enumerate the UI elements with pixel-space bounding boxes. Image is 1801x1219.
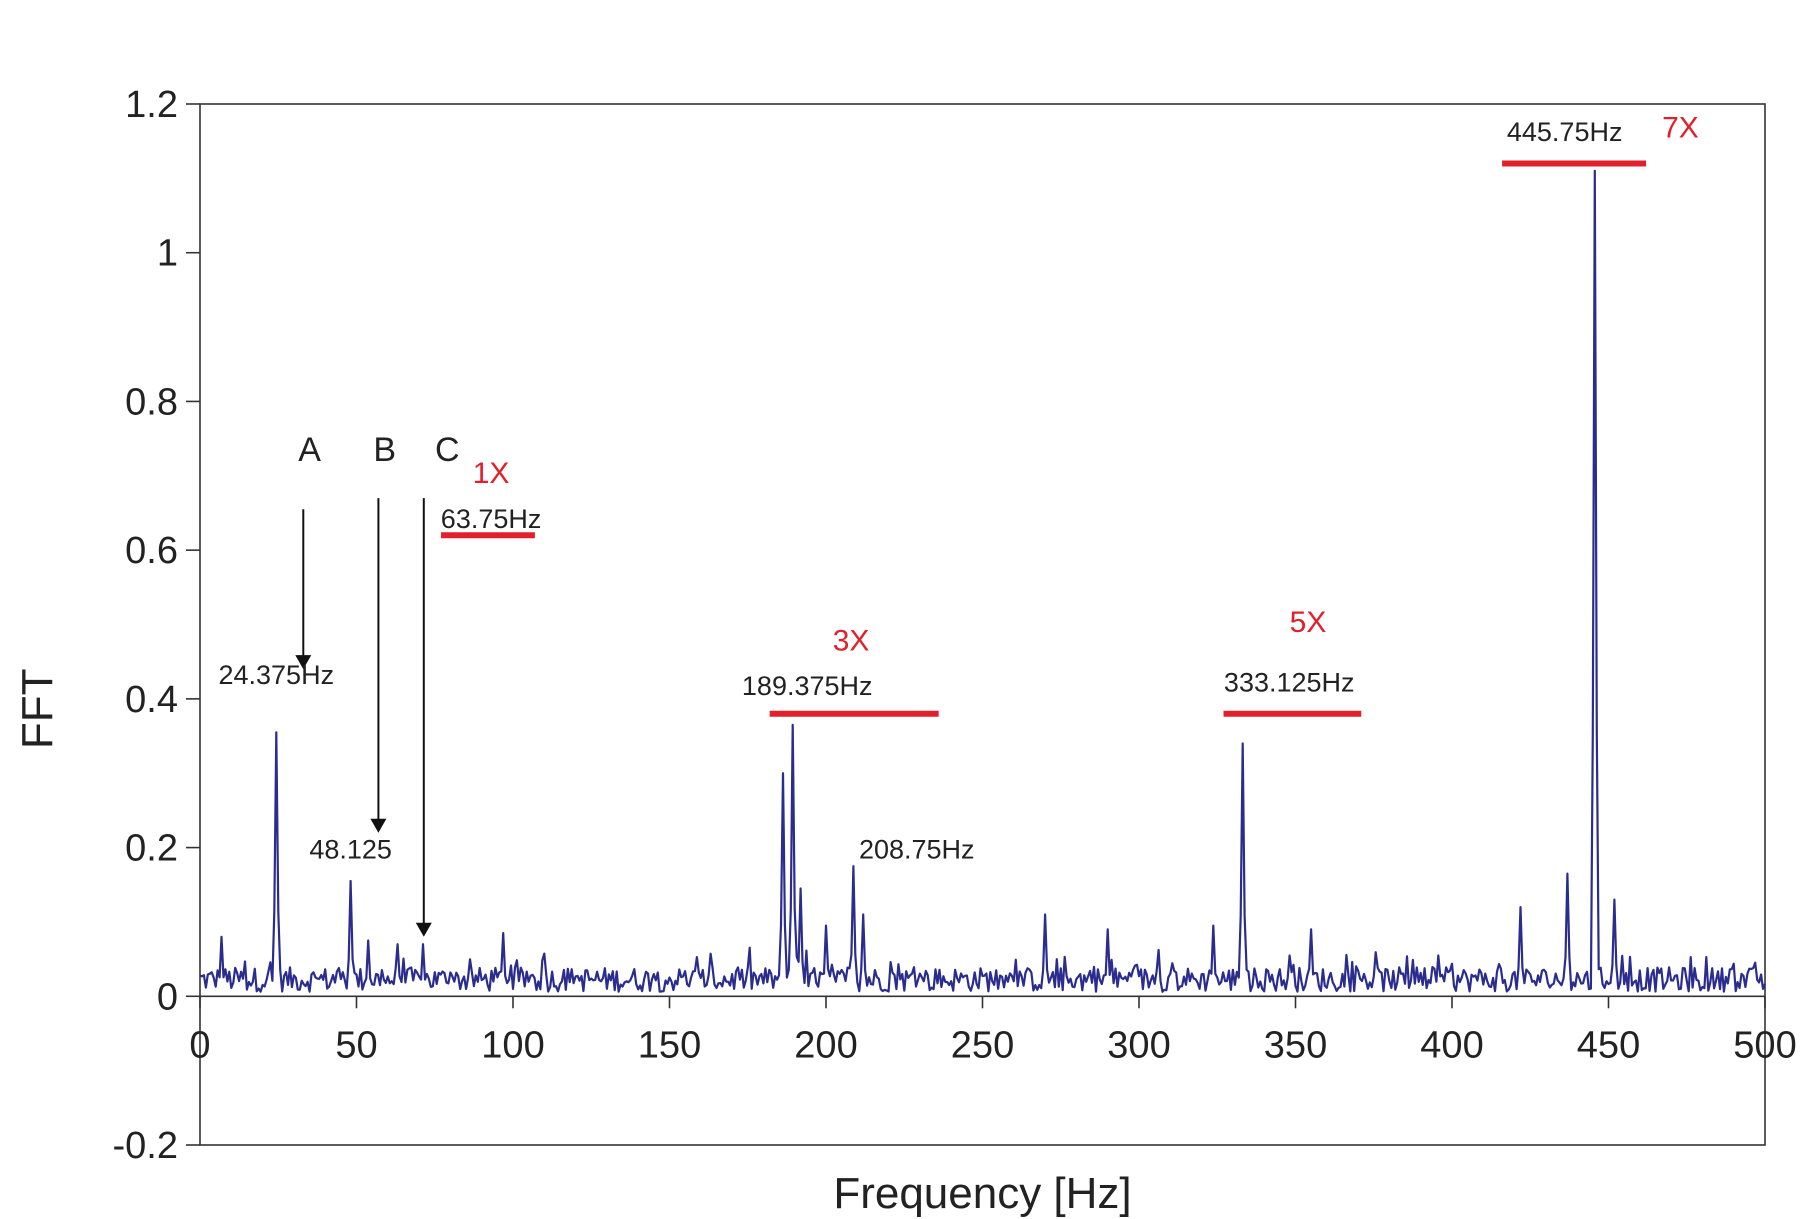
x-tick-label: 300 [1107,1024,1170,1066]
y-tick-label: 0.2 [125,828,178,870]
marker-letter: C [435,431,460,469]
peak-frequency-label: 333.125Hz [1224,667,1355,697]
peak-frequency-label: 189.375Hz [742,671,873,701]
y-tick-label: 0.8 [125,381,178,423]
marker-letter: A [298,431,321,469]
y-axis-title: FFT [13,669,62,750]
peak-frequency-label: 445.75Hz [1507,117,1623,147]
annotations: 24.375Hz 48.125 63.75Hz 189.375Hz 208.75Hz 33… [218,111,1699,937]
x-tick-label: 450 [1577,1024,1640,1066]
x-tick-label: 0 [189,1024,210,1066]
harmonic-label: 1X [473,457,510,490]
x-tick-label: 100 [481,1024,544,1066]
fft-series [199,169,1767,993]
peak-frequency-label: 48.125 [309,835,392,865]
y-tick-label: 1 [157,233,178,275]
x-tick-label: 50 [335,1024,377,1066]
harmonic-label: 3X [833,625,870,658]
y-tick-label: 1.2 [125,84,178,126]
y-tick-label: 0.6 [125,530,178,572]
arrow-a-head [295,655,312,670]
arrow-c-head [415,922,432,937]
x-tick-label: 350 [1264,1024,1327,1066]
plot-border [199,103,1766,1146]
x-tick-label: 200 [794,1024,857,1066]
x-tick-label: 250 [951,1024,1014,1066]
harmonic-label: 7X [1662,111,1699,144]
x-tick-label: 150 [638,1024,701,1066]
y-tick-label: 0 [157,976,178,1018]
harmonic-label: 5X [1290,606,1327,639]
peak-frequency-label: 208.75Hz [859,835,975,865]
arrow-b-head [370,818,387,833]
y-tick-label: -0.2 [113,1125,178,1167]
x-tick-label: 400 [1420,1024,1483,1066]
fft-line [199,169,1767,993]
y-tick-label: 0.4 [125,679,178,721]
marker-letter: B [373,431,396,469]
peak-frequency-label: 63.75Hz [441,504,542,534]
x-tick-label: 500 [1733,1024,1796,1066]
plot-frame [199,103,1766,1146]
x-axis-title: Frequency [Hz] [833,1169,1131,1218]
peak-frequency-label: 24.375Hz [218,660,334,690]
axis-ticks: -0.2 0 0.2 0.4 0.6 0.8 1 1.2 0 50 100 150 200 250 300 3… [113,84,1797,1167]
